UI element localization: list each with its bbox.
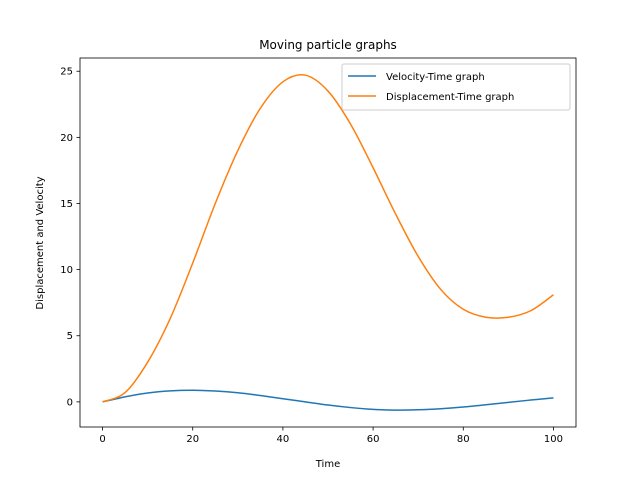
x-axis-label: Time <box>315 459 340 470</box>
legend-label-2: Displacement-Time graph <box>386 92 514 103</box>
plot-area: 0 20 40 60 80 100 0 5 10 15 20 25 <box>60 57 577 445</box>
x-tick-label: 40 <box>277 434 290 445</box>
y-tick-label: 5 <box>67 331 73 342</box>
x-tick-label: 80 <box>457 434 470 445</box>
chart-title: Moving particle graphs <box>259 38 397 52</box>
x-tick-label: 100 <box>544 434 563 445</box>
y-tick-label: 10 <box>60 265 73 276</box>
y-tick-label: 0 <box>67 397 73 408</box>
legend: Velocity-Time graph Displacement-Time gra… <box>341 63 571 111</box>
y-axis-label: Displacement and Velocity <box>35 176 46 309</box>
axes-frame <box>79 57 577 428</box>
y-tick-label: 20 <box>60 133 73 144</box>
series-line-1 <box>102 389 554 411</box>
y-tick-label: 25 <box>60 67 73 78</box>
x-tick-label: 60 <box>367 434 380 445</box>
x-tick-label: 20 <box>186 434 199 445</box>
legend-label-1: Velocity-Time graph <box>386 72 485 83</box>
y-tick-label: 15 <box>60 199 73 210</box>
legend-box <box>341 63 571 111</box>
series-line-2 <box>102 74 554 403</box>
x-tick-label: 0 <box>99 434 105 445</box>
